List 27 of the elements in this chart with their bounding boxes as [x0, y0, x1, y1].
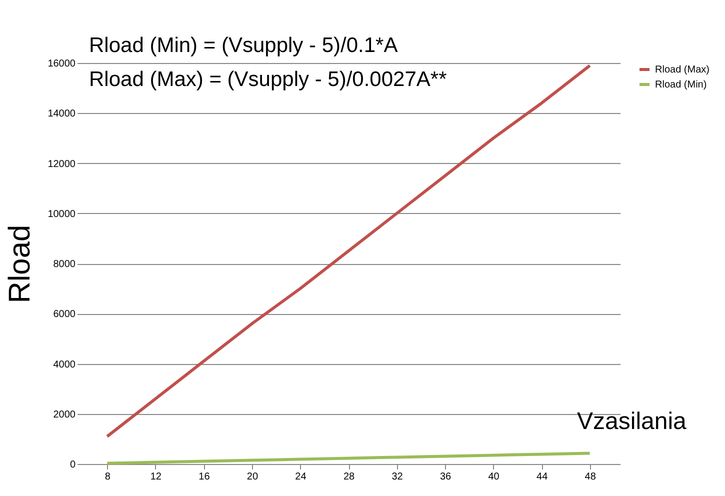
legend-label: Rload (Min): [655, 80, 707, 90]
y-tick-label: 16000: [48, 58, 76, 70]
y-tick-label: 12000: [48, 158, 76, 170]
x-tick-label: 40: [488, 472, 500, 482]
x-tick-label: 20: [246, 472, 258, 482]
x-tick-label: 32: [392, 472, 404, 482]
y-tick-label: 14000: [48, 108, 76, 120]
line-series: [106, 452, 592, 465]
y-tick-label: 8000: [53, 259, 76, 270]
y-tick-label: 0: [70, 460, 76, 470]
y-tick-label: 2000: [53, 409, 76, 420]
x-tick-label: 24: [295, 472, 307, 482]
x-tick-label: 36: [440, 472, 452, 482]
x-tick-label: 16: [198, 472, 210, 482]
x-tick-label: 8: [104, 472, 111, 482]
x-axis-title: Vzasilania: [577, 408, 688, 435]
y-axis-title: Rload: [4, 224, 37, 304]
x-tick-label: 48: [584, 472, 596, 482]
x-tick-label: 12: [150, 472, 162, 482]
y-tick-label: 4000: [53, 359, 76, 370]
text: Rload (Min) = (Vsupply - 5)/0.1*A: [89, 34, 398, 57]
y-tick-label: 10000: [48, 208, 76, 220]
legend-label: Rload (Max): [655, 64, 710, 76]
x-tick-label: 44: [536, 472, 548, 482]
annotation: Rload (Max) = (Vsupply - 5)/0.0027A**: [89, 68, 447, 91]
y-tick-label: 6000: [53, 309, 76, 320]
x-tick-label: 28: [343, 472, 355, 482]
